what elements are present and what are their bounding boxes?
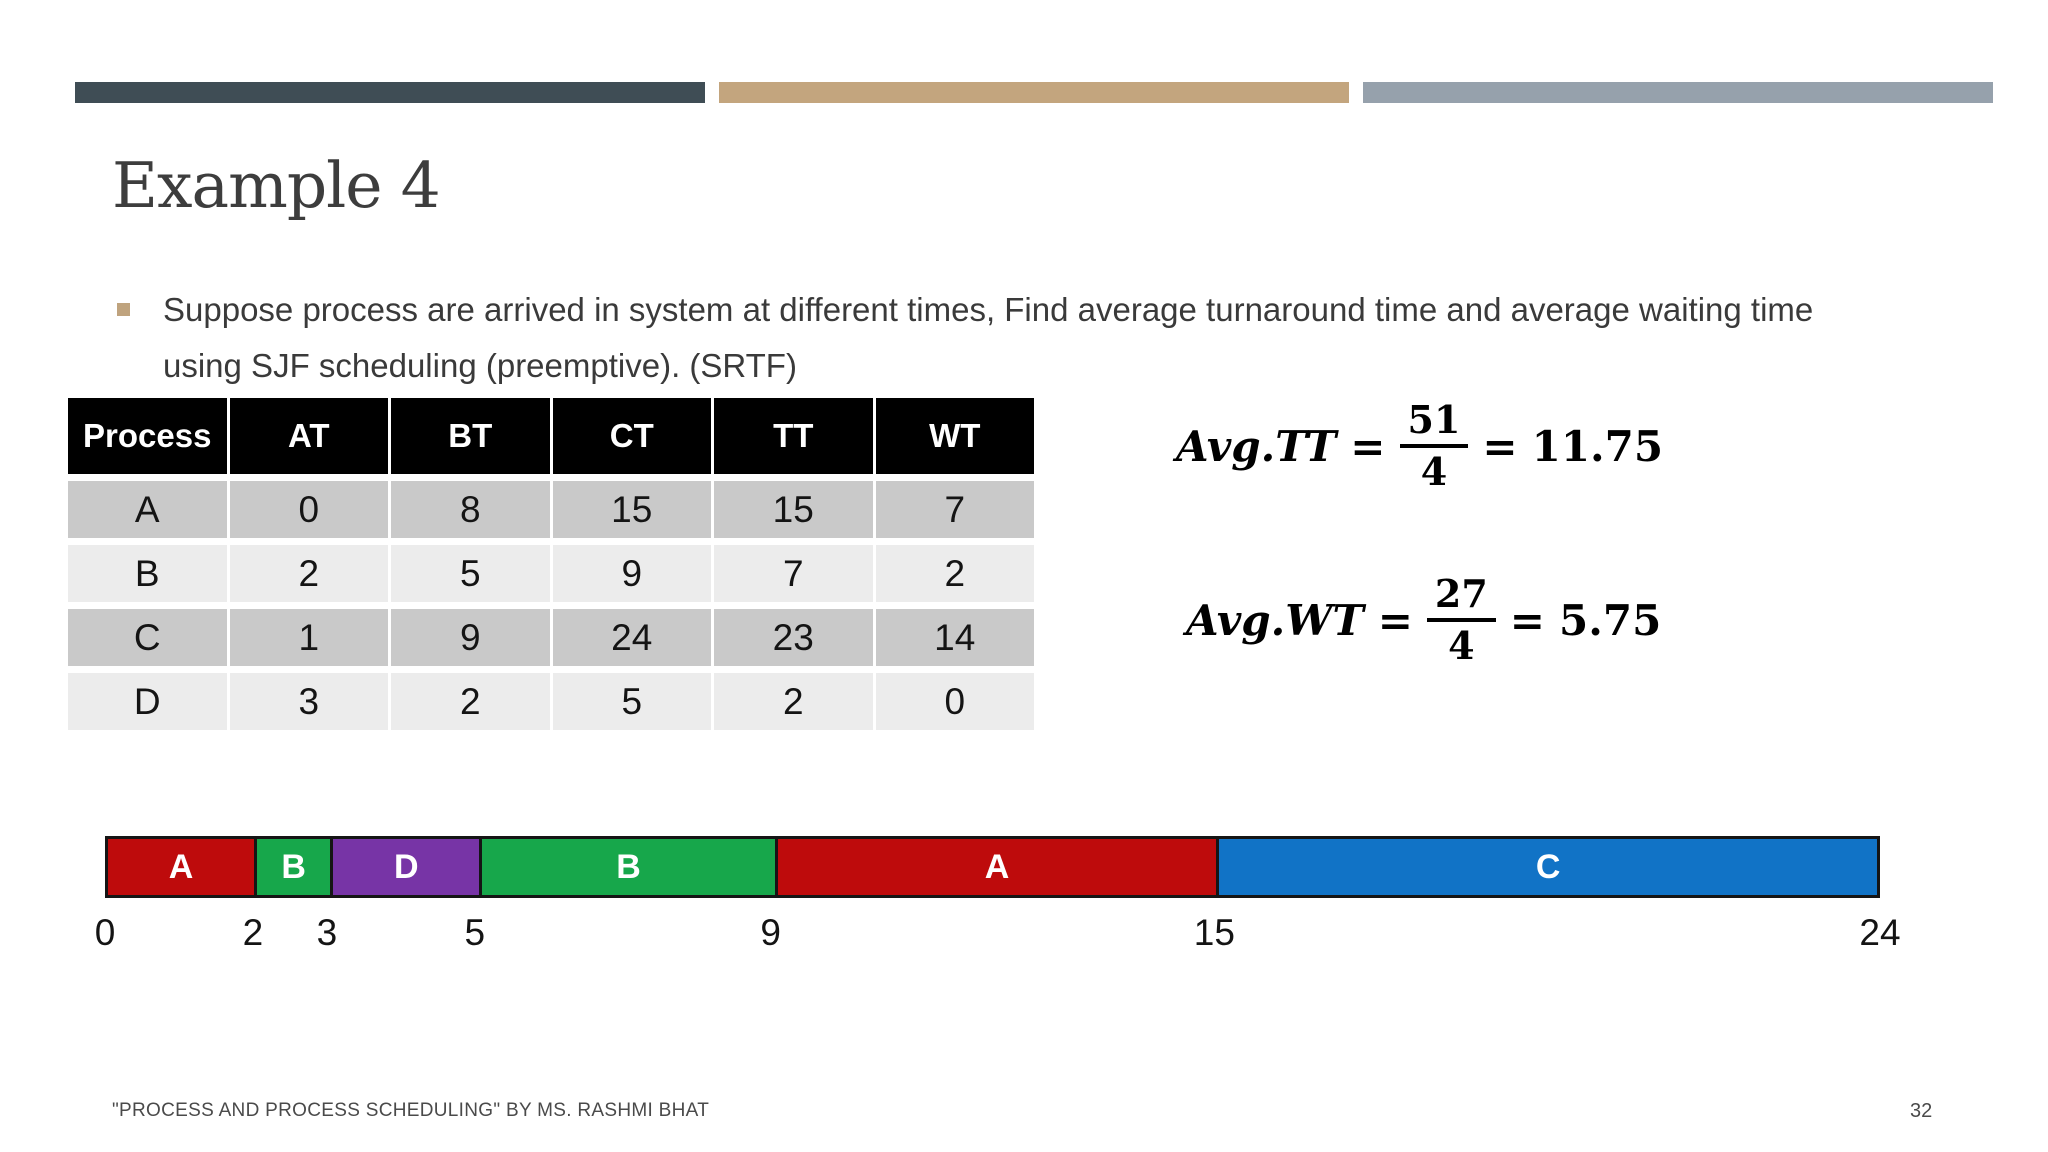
table-cell: C (68, 609, 227, 666)
formula-avg-wt: Avg.WT = 27 4 = 5.75 (1186, 570, 1661, 670)
gantt-segment-label: A (168, 847, 194, 886)
table-cell: 5 (391, 545, 550, 602)
gantt-tick-label: 24 (1859, 912, 1901, 953)
fraction-denominator: 4 (1420, 449, 1448, 494)
equals-sign: = (1509, 595, 1545, 645)
gantt-segment-label: D (394, 847, 419, 886)
table-cell: 2 (714, 673, 873, 730)
table-cell: 5 (552, 673, 711, 730)
gantt-tick-label: 15 (1193, 912, 1235, 953)
gantt-segment-label: C (1535, 847, 1561, 886)
gantt-tick-label: 3 (316, 912, 338, 953)
table-cell: 1 (229, 609, 388, 666)
table-cell: 0 (229, 481, 388, 538)
table-cell: 9 (391, 609, 550, 666)
table-header-cell: AT (229, 398, 388, 474)
formula-result: 11.75 (1531, 421, 1664, 471)
formula-lhs: Avg.TT (1176, 421, 1337, 471)
fraction-numerator: 27 (1434, 571, 1488, 617)
table-cell: 3 (229, 673, 388, 730)
gantt-tick-label: 5 (464, 912, 486, 953)
accent-bar-tan (719, 82, 1349, 103)
table-cell: 15 (552, 481, 711, 538)
table-cell: 2 (875, 545, 1034, 602)
gantt-segment-d-3: D (333, 839, 483, 895)
table-cell: 15 (714, 481, 873, 538)
table-cell: A (68, 481, 227, 538)
gantt-segment-label: B (281, 847, 306, 886)
table-header-cell: CT (552, 398, 711, 474)
accent-bar-dark (75, 82, 705, 103)
gantt-segment-a-0: A (108, 839, 258, 895)
equals-sign: = (1482, 421, 1518, 471)
table-cell: 23 (714, 609, 873, 666)
table-cell: D (68, 673, 227, 730)
table-cell: 24 (552, 609, 711, 666)
accent-bar-gray (1363, 82, 1993, 103)
table-cell: B (68, 545, 227, 602)
table-cell: 7 (875, 481, 1034, 538)
table-cell: 14 (875, 609, 1034, 666)
page-title: Example 4 (112, 149, 441, 222)
bullet-text: Suppose process are arrived in system at… (163, 291, 1814, 384)
gantt-segment-c-15: C (1219, 839, 1877, 895)
table-header-cell: Process (68, 398, 227, 474)
formula-lhs: Avg.WT (1186, 595, 1364, 645)
fraction: 51 4 (1399, 397, 1469, 494)
gantt-segment-label: B (616, 847, 641, 886)
fraction-bar (1426, 618, 1496, 622)
fraction-numerator: 51 (1407, 397, 1461, 443)
equals-sign: = (1377, 595, 1413, 645)
table-cell: 7 (714, 545, 873, 602)
table-cell: 9 (552, 545, 711, 602)
process-table: Process AT BT CT TT WT A 0 8 15 15 7 B 2 5 9 7 2 C 1 9 24 23 14… (68, 398, 1034, 730)
table-cell: 8 (391, 481, 550, 538)
table-header-cell: WT (875, 398, 1034, 474)
gantt-segment-b-5: B (482, 839, 778, 895)
fraction: 27 4 (1426, 571, 1496, 668)
gantt-tick-label: 9 (760, 912, 781, 953)
formula-result: 5.75 (1559, 595, 1662, 645)
fraction-denominator: 4 (1448, 623, 1475, 668)
gantt-ticks: 0 2 3 5 9 15 24 (95, 912, 1901, 957)
footer-text: "PROCESS AND PROCESS SCHEDULING" BY MS. … (112, 1100, 710, 1121)
gantt-tick-label: 2 (242, 912, 264, 953)
gantt-segment-a-9: A (777, 839, 1220, 895)
gantt-segment-label: A (984, 847, 1010, 886)
formula-avg-tt: Avg.TT = 51 4 = 11.75 (1176, 396, 1663, 496)
page-number: 32 (1910, 1100, 1933, 1122)
table-header-cell: BT (391, 398, 550, 474)
fraction-bar (1399, 444, 1469, 448)
gantt-tick-label: 0 (94, 912, 116, 953)
table-cell: 2 (391, 673, 550, 730)
gantt-segment-b-2: B (257, 839, 334, 895)
equals-sign: = (1350, 421, 1386, 471)
table-cell: 2 (229, 545, 388, 602)
table-cell: 0 (875, 673, 1034, 730)
bullet-marker (117, 303, 130, 316)
table-header-cell: TT (714, 398, 873, 474)
